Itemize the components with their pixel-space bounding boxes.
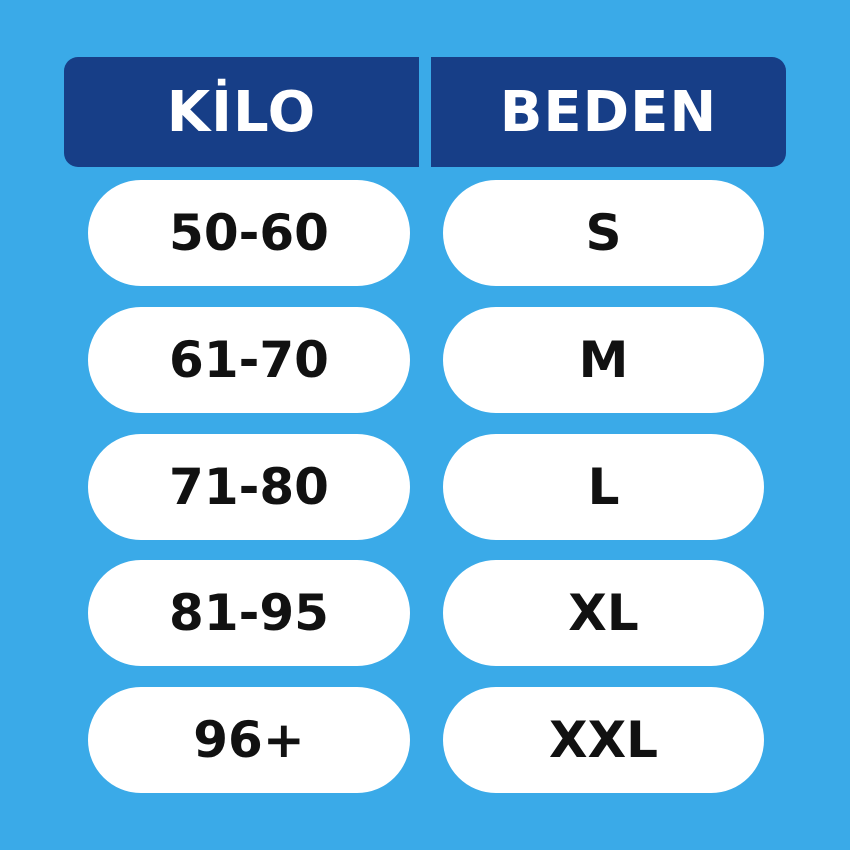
weight-cell: 81-95 [88, 560, 410, 666]
header-size: BEDEN [431, 57, 786, 167]
weight-cell: 50-60 [88, 180, 410, 286]
size-cell: M [443, 307, 764, 413]
size-cell: XL [443, 560, 764, 666]
size-cell: XXL [443, 687, 764, 793]
weight-cell: 61-70 [88, 307, 410, 413]
size-cell: S [443, 180, 764, 286]
size-cell: L [443, 434, 764, 540]
header-weight: KİLO [64, 57, 419, 167]
weight-cell: 96+ [88, 687, 410, 793]
weight-cell: 71-80 [88, 434, 410, 540]
